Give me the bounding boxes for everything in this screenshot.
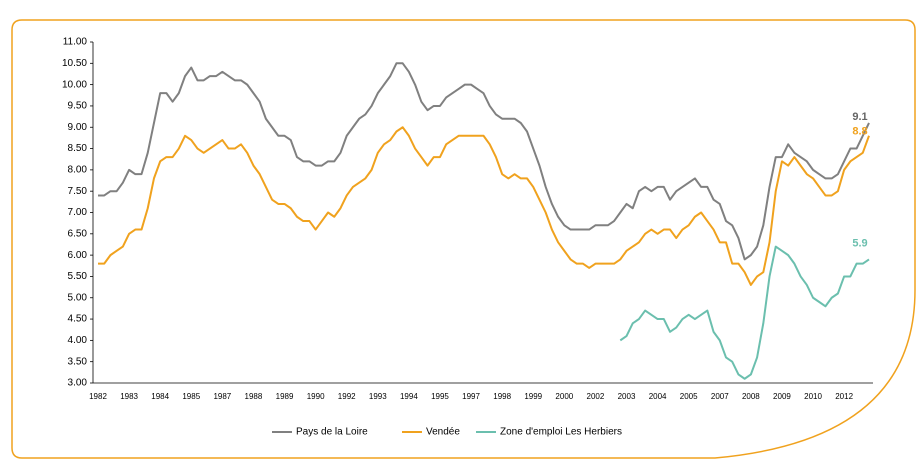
x-tick-label: 1999	[524, 392, 542, 401]
y-tick-label: 5.00	[68, 292, 88, 303]
x-tick-label: 2005	[680, 392, 698, 401]
x-tick-label: 2003	[618, 392, 636, 401]
y-tick-label: 3.00	[68, 378, 88, 389]
x-tick-label: 1989	[276, 392, 294, 401]
x-tick-label: 1984	[151, 392, 169, 401]
x-tick-label: 2004	[649, 392, 667, 401]
x-tick-label: 2008	[742, 392, 760, 401]
y-tick-label: 10.50	[62, 58, 87, 69]
y-tick-label: 11.00	[63, 37, 88, 48]
x-tick-label: 1993	[369, 392, 387, 401]
y-tick-label: 8.50	[68, 143, 88, 154]
y-tick-label: 4.00	[68, 335, 88, 346]
y-tick-label: 5.50	[68, 271, 88, 282]
x-tick-label: 1983	[120, 392, 138, 401]
y-tick-label: 8.00	[68, 165, 88, 176]
x-tick-label: 1995	[431, 392, 449, 401]
end-value-label: 9.1	[852, 111, 867, 123]
legend-label: Pays de la Loire	[296, 427, 368, 438]
x-tick-label: 2012	[835, 392, 853, 401]
x-tick-label: 1985	[182, 392, 200, 401]
end-value-label: 8.8	[852, 126, 867, 138]
x-tick-label: 2010	[804, 392, 822, 401]
x-tick-label: 1992	[338, 392, 356, 401]
x-tick-label: 2007	[711, 392, 729, 401]
x-tick-label: 1990	[307, 392, 325, 401]
y-tick-label: 7.50	[68, 186, 88, 197]
x-tick-label: 1988	[245, 392, 263, 401]
y-tick-label: 6.00	[68, 250, 88, 261]
x-tick-label: 2002	[587, 392, 605, 401]
x-tick-label: 1998	[493, 392, 511, 401]
x-tick-label: 2009	[773, 392, 791, 401]
x-tick-label: 1987	[213, 392, 231, 401]
x-tick-label: 1982	[89, 392, 107, 401]
legend-label: Zone d'emploi Les Herbiers	[500, 427, 622, 438]
series-line	[98, 62, 870, 261]
y-tick-label: 6.50	[68, 228, 88, 239]
x-tick-label: 1997	[462, 392, 480, 401]
frame	[11, 19, 916, 459]
legend-label: Vendée	[426, 427, 460, 438]
series-line	[619, 245, 870, 380]
series-line	[98, 126, 870, 286]
end-value-label: 5.9	[852, 237, 867, 249]
y-tick-label: 7.00	[68, 207, 88, 218]
x-tick-label: 1994	[400, 392, 418, 401]
y-tick-label: 3.50	[68, 356, 88, 367]
y-tick-label: 9.50	[68, 101, 88, 112]
y-tick-label: 10.00	[62, 79, 87, 90]
x-tick-label: 2000	[555, 392, 573, 401]
y-tick-label: 4.50	[68, 314, 88, 325]
y-tick-label: 9.00	[68, 122, 88, 133]
